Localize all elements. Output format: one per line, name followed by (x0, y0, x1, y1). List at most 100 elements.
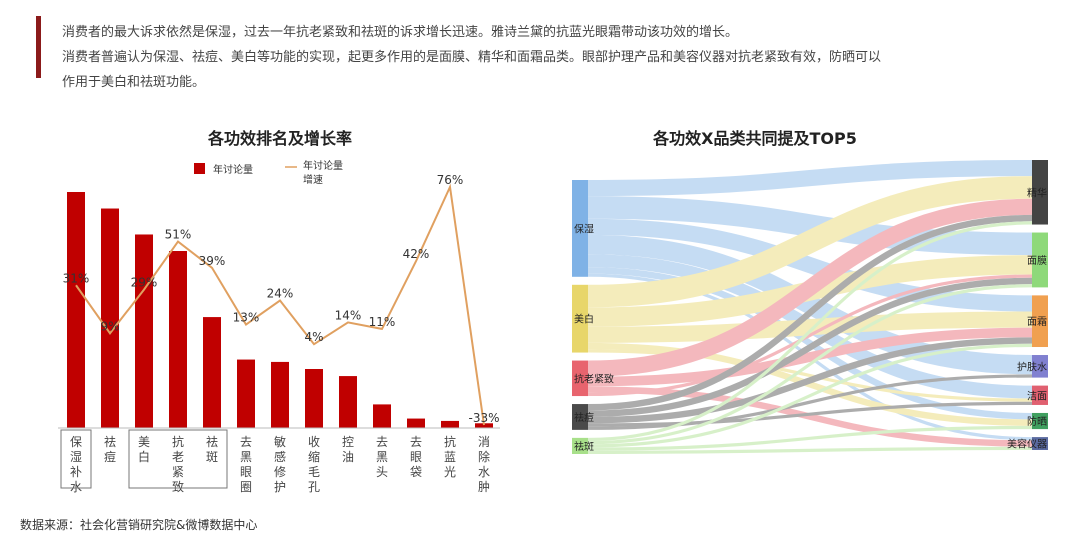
bar-去黑眼圈 (237, 359, 255, 428)
link-抗老紧致-面霜 (587, 327, 1033, 387)
legend-label-line: 年讨论量 (303, 159, 343, 172)
link-抗老紧致-面膜 (587, 274, 1033, 397)
bar-去眼袋 (407, 418, 425, 428)
legend-label-bar: 年讨论量 (213, 163, 253, 176)
category-label-保湿补水: 保湿补水 (70, 435, 82, 494)
bar-控油 (339, 376, 357, 428)
source-label-祛斑: 祛斑 (574, 440, 594, 453)
legend-swatch-bar (194, 163, 205, 174)
accent-bar (36, 16, 41, 78)
bar-保湿补水 (67, 192, 85, 428)
link-美白-防晒 (587, 342, 1033, 426)
link-美白-精华 (587, 176, 1033, 308)
category-label-祛斑: 祛斑 (206, 435, 218, 464)
highlight-box-0 (60, 429, 92, 489)
data-label-消除水肿: -33% (468, 411, 499, 425)
sankey-links (587, 160, 1033, 455)
category-label-祛痘: 祛痘 (104, 435, 116, 464)
link-保湿-洁面 (587, 254, 1033, 399)
link-祛痘-面霜 (587, 337, 1033, 424)
bar-祛痘 (101, 208, 119, 428)
data-label-去黑眼圈: 13% (233, 311, 260, 325)
data-source: 数据来源：社会化营销研究院&微博数据中心 (20, 518, 258, 532)
category-label-消除水肿: 消除水肿 (478, 435, 490, 494)
growth-line (75, 183, 485, 426)
data-label-敏感修护: 24% (267, 287, 294, 301)
bar-收缩毛孔 (305, 369, 323, 428)
target-node-精华 (1032, 160, 1048, 225)
category-label-去眼袋: 去眼袋 (410, 435, 422, 479)
target-label-美容仪器: 美容仪器 (1007, 438, 1047, 451)
target-label-防晒: 防晒 (1027, 415, 1047, 428)
bar-chart-title: 各功效排名及增长率 (207, 129, 352, 148)
intro-line-3: 作用于美白和祛斑功能。 (62, 75, 206, 90)
target-node-护肤水 (1032, 355, 1048, 378)
link-保湿-护肤水 (587, 234, 1033, 375)
link-保湿-面霜 (587, 218, 1033, 312)
link-美白-面膜 (587, 255, 1033, 327)
link-保湿-美容仪器 (587, 273, 1033, 441)
link-祛斑-防晒 (587, 425, 1033, 451)
intro-text: 消费者的最大诉求依然是保湿，过去一年抗老紧致和祛斑的诉求增长迅速。雅诗兰黛的抗蓝… (62, 20, 1062, 95)
link-祛斑-美容仪器 (587, 446, 1033, 455)
category-label-去黑头: 去黑头 (376, 435, 388, 479)
sankey-chart-title: 各功效X品类共同提及TOP5 (653, 129, 857, 148)
target-node-防晒 (1032, 412, 1048, 430)
data-label-去黑头: 11% (369, 315, 396, 329)
data-label-抗老紧致: 51% (165, 228, 192, 242)
target-node-美容仪器 (1032, 437, 1048, 450)
data-label-去眼袋: 42% (403, 247, 430, 261)
data-label-收缩毛孔: 4% (304, 330, 323, 344)
target-label-面膜: 面膜 (1027, 255, 1047, 267)
category-label-敏感修护: 敏感修护 (274, 434, 286, 494)
bar-敏感修护 (271, 361, 289, 428)
link-祛斑-面膜 (587, 284, 1033, 445)
link-美白-洁面 (587, 349, 1033, 402)
highlight-box-1 (128, 429, 228, 489)
bar-消除水肿 (475, 423, 493, 428)
target-label-洁面: 洁面 (1027, 389, 1047, 402)
target-label-护肤水: 护肤水 (1017, 360, 1047, 373)
data-label-保湿补水: 31% (63, 271, 90, 285)
target-label-面霜: 面霜 (1027, 316, 1047, 328)
category-label-抗老紧致: 抗老紧致 (172, 434, 184, 494)
source-node-抗老紧致 (572, 360, 588, 397)
data-label-美白: 29% (131, 276, 158, 290)
source-label-美白: 美白 (574, 313, 594, 326)
data-label-祛斑: 39% (199, 254, 226, 268)
target-label-精华: 精华 (1027, 186, 1047, 199)
intro-line-1: 消费者的最大诉求依然是保湿，过去一年抗老紧致和祛斑的诉求增长迅速。雅诗兰黛的抗蓝… (62, 25, 739, 40)
bar-美白 (135, 234, 153, 428)
legend-label-line-cont: 增速 (303, 173, 323, 186)
target-node-面膜 (1032, 232, 1048, 288)
data-label-祛痘: 9% (100, 319, 119, 333)
source-node-祛痘 (572, 404, 588, 430)
category-label-收缩毛孔: 收缩毛孔 (308, 435, 320, 494)
source-node-祛斑 (572, 437, 588, 454)
bar-抗老紧致 (169, 251, 187, 428)
link-祛痘-护肤水 (587, 374, 1033, 430)
source-label-祛痘: 祛痘 (574, 411, 594, 424)
category-label-美白: 美白 (138, 435, 150, 464)
category-label-去黑眼圈: 去黑眼圈 (240, 435, 252, 494)
target-node-洁面 (1032, 385, 1048, 405)
target-node-面霜 (1032, 295, 1048, 348)
data-label-抗蓝光: 76% (437, 173, 464, 187)
link-祛痘-洁面 (587, 401, 1033, 427)
link-保湿-面膜 (587, 196, 1033, 256)
bar-抗蓝光 (441, 420, 459, 428)
link-美白-面霜 (587, 311, 1033, 343)
category-label-控油: 控油 (342, 435, 354, 464)
link-抗老紧致-美容仪器 (587, 386, 1033, 447)
link-祛斑-精华 (587, 221, 1033, 442)
link-祛痘-面膜 (587, 277, 1033, 417)
source-label-保湿: 保湿 (574, 222, 594, 235)
bar-去黑头 (373, 404, 391, 428)
link-保湿-防晒 (587, 267, 1033, 420)
source-node-保湿 (572, 180, 588, 277)
link-抗老紧致-精华 (587, 198, 1033, 377)
data-label-控油: 14% (335, 308, 362, 322)
link-祛斑-面霜 (587, 343, 1033, 448)
